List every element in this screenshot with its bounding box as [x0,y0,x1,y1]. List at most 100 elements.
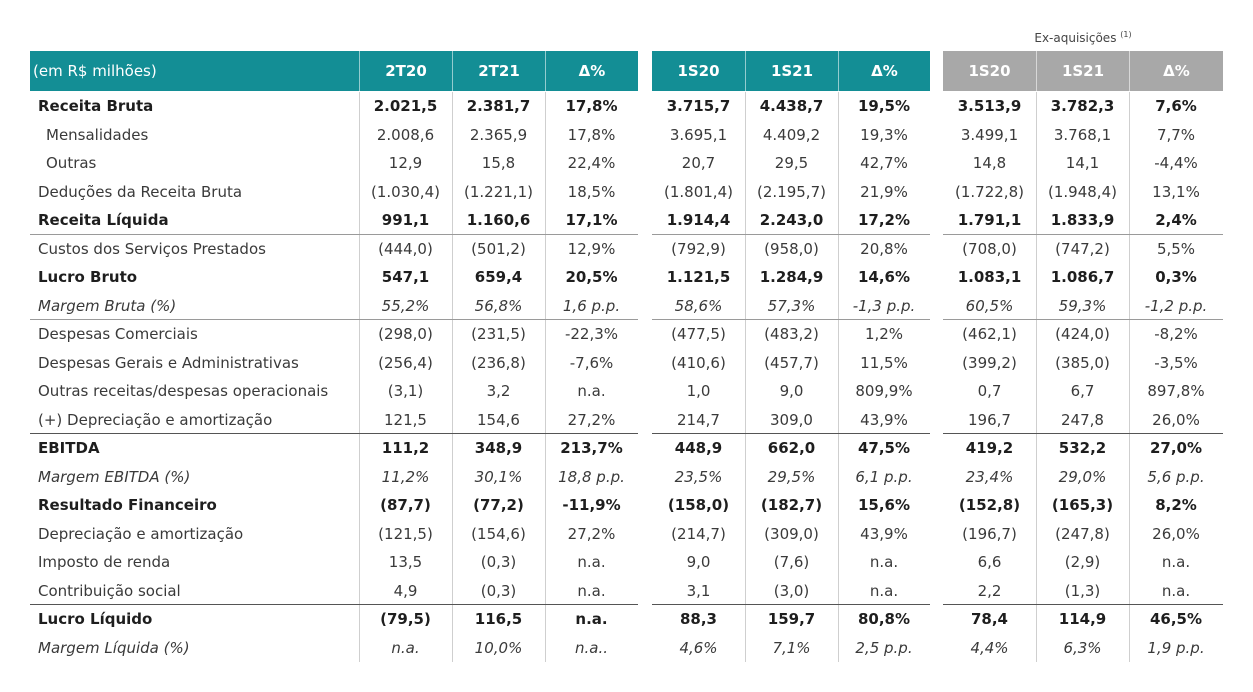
column-divider [1036,92,1037,121]
row-label: Imposto de renda [38,553,171,572]
column-divider [1036,576,1037,605]
col-header-delta-b: Δ% [838,51,930,91]
column-divider [838,348,839,377]
column-divider [838,177,839,206]
cell-delta-a: 17,8% [565,97,618,116]
cell-delta-b: 42,7% [860,154,908,173]
column-divider [452,548,453,577]
table-row: Margem Bruta (%) 55,2% 56,8% 1,6 p.p. 58,6% 5… [0,291,1253,320]
cell-2t21: (0,3) [480,553,517,572]
cell-delta-b: -1,3 p.p. [852,296,916,315]
column-divider [1036,263,1037,292]
column-divider [359,92,360,121]
cell-1s21-ex: 532,2 [1058,439,1107,458]
cell-1s21: 29,5 [774,154,809,173]
column-divider [452,405,453,434]
cell-2t20: 55,2% [381,296,430,315]
row-label: Contribuição social [38,581,181,600]
column-divider [1129,120,1130,149]
cell-delta-c: 1,9 p.p. [1147,638,1205,657]
cell-1s21-ex: 3.768,1 [1053,125,1112,144]
header-block-c: 1S20 1S21 Δ% [943,51,1223,91]
cell-1s20-ex: 6,6 [977,553,1002,572]
cell-delta-a: 18,5% [567,182,616,201]
row-label: Deduções da Receita Bruta [38,182,243,201]
cell-1s21-ex: 6,3% [1063,638,1102,657]
column-divider [838,206,839,235]
column-divider [838,633,839,662]
cell-1s20-ex: (399,2) [962,353,1017,372]
cell-1s20: (158,0) [667,496,730,515]
cell-delta-c: 0,3% [1155,268,1197,287]
cell-delta-a: -7,6% [569,353,614,372]
cell-delta-a: 12,9% [567,239,616,258]
cell-delta-a: 17,8% [567,125,616,144]
cell-delta-c: -3,5% [1154,353,1198,372]
row-separator [943,603,1223,605]
col-header-2t20: 2T20 [359,51,452,91]
column-divider [745,605,746,634]
cell-2t21: (236,8) [471,353,526,372]
cell-1s20-ex: (462,1) [962,325,1017,344]
column-divider [359,605,360,634]
column-divider [838,263,839,292]
column-divider [359,462,360,491]
column-divider [545,149,546,178]
table-row: Outras 12,9 15,8 22,4% 20,7 29,5 42,7% 14,8 14,1… [0,149,1253,178]
row-label: Despesas Comerciais [38,325,198,344]
column-divider [1036,206,1037,235]
cell-1s21: 7,1% [772,638,811,657]
column-divider [545,291,546,320]
cell-1s21: 662,0 [767,439,816,458]
column-divider [1129,576,1130,605]
row-label: Receita Bruta [38,97,154,116]
column-divider [1129,377,1130,406]
row-label: Custos dos Serviços Prestados [38,239,266,258]
column-divider [452,462,453,491]
column-divider [745,462,746,491]
row-separator [943,233,1223,235]
cell-delta-b: 43,9% [860,410,908,429]
cell-2t20: (79,5) [380,610,431,629]
cell-1s20-ex: (1.722,8) [955,182,1024,201]
column-divider [745,405,746,434]
cell-delta-c: n.a. [1161,553,1191,572]
table-row: (+) Depreciação e amortização 121,5 154,6 2… [0,405,1253,434]
table-row: Margem Líquida (%) n.a. 10,0% n.a.. 4,6% 7,1%… [0,633,1253,662]
column-divider [1036,405,1037,434]
column-divider [545,92,546,121]
column-divider [1129,291,1130,320]
table-row: Despesas Gerais e Administrativas (256,4)… [0,348,1253,377]
column-divider [452,234,453,263]
column-divider [838,576,839,605]
row-separator [30,432,638,434]
column-divider [545,320,546,349]
column-divider [1129,605,1130,634]
column-divider [452,263,453,292]
column-divider [359,633,360,662]
column-divider [359,149,360,178]
cell-2t21: (231,5) [471,325,526,344]
cell-2t21: 348,9 [474,439,523,458]
header-block-b: 1S20 1S21 Δ% [652,51,930,91]
column-divider [1129,92,1130,121]
column-divider [452,519,453,548]
cell-1s21: (483,2) [764,325,819,344]
cell-delta-b: n.a. [869,553,899,572]
column-divider [745,120,746,149]
column-divider [745,633,746,662]
cell-1s21: 29,5% [767,467,816,486]
column-divider [545,348,546,377]
cell-1s21: (7,6) [773,553,810,572]
cell-delta-b: 21,9% [860,182,908,201]
cell-2t21: (1.221,1) [464,182,533,201]
cell-1s20: 1,0 [686,382,711,401]
cell-delta-b: 43,9% [860,524,908,543]
column-divider [545,405,546,434]
column-divider [1036,320,1037,349]
column-divider [359,234,360,263]
cell-delta-c: 46,5% [1149,610,1203,629]
row-label: EBITDA [38,439,100,458]
column-divider [359,434,360,463]
column-divider [545,519,546,548]
